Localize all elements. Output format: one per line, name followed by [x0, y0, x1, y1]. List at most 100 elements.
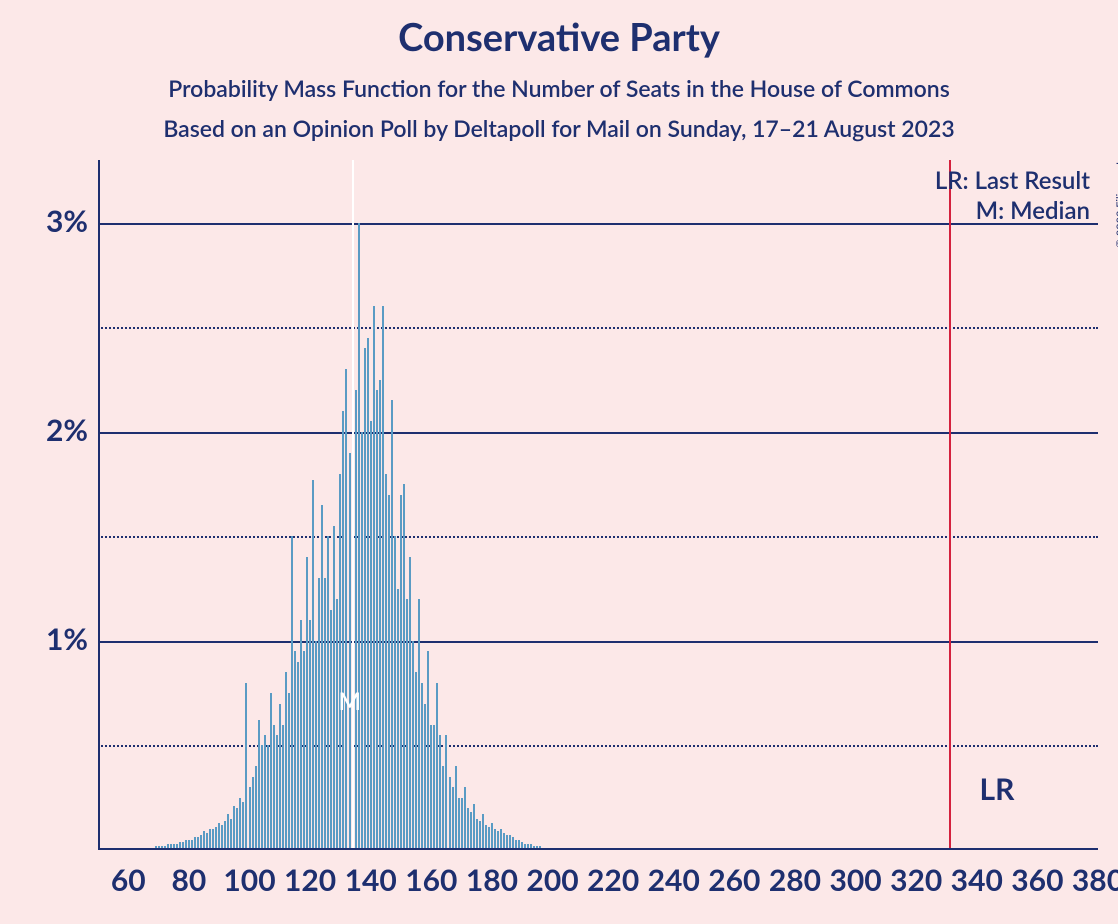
pmf-bar — [500, 829, 502, 850]
pmf-bar — [464, 787, 466, 850]
pmf-bar — [491, 823, 493, 850]
x-axis-label: 320 — [886, 862, 946, 898]
pmf-bar — [230, 819, 232, 850]
plot-area: MLRLR: Last ResultM: Median — [98, 160, 1098, 850]
legend-last-result: LR: Last Result — [935, 166, 1090, 195]
x-axis-label: 200 — [523, 862, 583, 898]
pmf-bar — [212, 829, 214, 850]
pmf-bar — [376, 390, 378, 850]
pmf-bar — [227, 814, 229, 850]
pmf-bar — [312, 480, 314, 850]
median-label: M — [339, 687, 362, 716]
chart-subtitle-2: Based on an Opinion Poll by Deltapoll fo… — [0, 114, 1118, 142]
pmf-bar — [470, 812, 472, 850]
pmf-bar — [270, 693, 272, 850]
x-axis-label: 340 — [947, 862, 1007, 898]
pmf-bar — [488, 827, 490, 850]
pmf-bar — [267, 745, 269, 850]
pmf-bar — [297, 662, 299, 850]
pmf-bar — [424, 704, 426, 850]
x-axis — [98, 848, 1098, 850]
pmf-bar — [427, 651, 429, 850]
pmf-bar — [367, 338, 369, 850]
pmf-bar — [400, 495, 402, 850]
pmf-bar — [249, 787, 251, 850]
pmf-bar — [245, 683, 247, 850]
pmf-bar — [306, 557, 308, 850]
pmf-bar — [349, 453, 351, 850]
pmf-bar — [406, 599, 408, 850]
y-axis-label: 1% — [46, 621, 88, 657]
pmf-bar — [385, 474, 387, 850]
pmf-bar — [494, 829, 496, 850]
pmf-bar — [467, 808, 469, 850]
y-axis-label: 3% — [46, 203, 88, 239]
chart-title: Conservative Party — [0, 0, 1118, 60]
pmf-bar — [342, 411, 344, 850]
pmf-bar — [321, 505, 323, 850]
x-axis-label: 140 — [341, 862, 401, 898]
pmf-bar — [397, 589, 399, 850]
pmf-bar — [264, 735, 266, 850]
pmf-bar — [436, 683, 438, 850]
pmf-bar — [355, 390, 357, 850]
pmf-bar — [421, 683, 423, 850]
pmf-bar — [415, 672, 417, 850]
pmf-bar — [309, 620, 311, 850]
x-axis-label: 120 — [280, 862, 340, 898]
legend-median: M: Median — [976, 196, 1090, 225]
y-axis-label: 2% — [46, 412, 88, 448]
pmf-bar — [255, 766, 257, 850]
pmf-bar — [479, 821, 481, 850]
pmf-bar — [218, 823, 220, 850]
x-axis-label: 160 — [401, 862, 461, 898]
pmf-bar — [409, 557, 411, 850]
pmf-bar — [294, 651, 296, 850]
pmf-bar — [476, 819, 478, 850]
pmf-bar — [285, 672, 287, 850]
pmf-bar — [364, 348, 366, 850]
median-line — [352, 160, 354, 850]
x-axis-label: 180 — [462, 862, 522, 898]
pmf-bar — [388, 495, 390, 850]
x-axis-label: 100 — [220, 862, 280, 898]
pmf-bar — [261, 745, 263, 850]
pmf-bar — [330, 610, 332, 850]
pmf-bar — [458, 798, 460, 850]
pmf-bar — [382, 306, 384, 850]
y-axis — [98, 160, 100, 850]
pmf-bar — [373, 306, 375, 850]
pmf-bar — [485, 825, 487, 850]
x-axis-label: 60 — [98, 862, 158, 898]
pmf-bar — [233, 806, 235, 850]
pmf-bar — [318, 578, 320, 850]
pmf-bar — [239, 798, 241, 850]
pmf-bar — [461, 798, 463, 850]
pmf-bar — [482, 814, 484, 850]
pmf-bar — [345, 369, 347, 850]
pmf-bar — [236, 808, 238, 850]
pmf-bar — [315, 641, 317, 850]
pmf-bar — [209, 829, 211, 850]
pmf-bar — [445, 735, 447, 850]
x-axis-label: 360 — [1007, 862, 1067, 898]
pmf-bar — [300, 620, 302, 850]
copyright-text: © 2023 Filip van Laenen — [1114, 130, 1118, 248]
pmf-bar — [224, 821, 226, 850]
x-axis-label: 260 — [704, 862, 764, 898]
x-axis-label: 80 — [159, 862, 219, 898]
pmf-bar — [412, 641, 414, 850]
pmf-bar — [452, 787, 454, 850]
pmf-bar — [379, 380, 381, 850]
pmf-bar — [221, 825, 223, 850]
pmf-bar — [242, 802, 244, 850]
pmf-bar — [455, 766, 457, 850]
pmf-bar — [442, 766, 444, 850]
pmf-bar — [276, 735, 278, 850]
pmf-bar — [333, 526, 335, 850]
pmf-bar — [361, 432, 363, 850]
pmf-bar — [403, 484, 405, 850]
pmf-bar — [358, 223, 360, 850]
pmf-bar — [279, 704, 281, 850]
pmf-bar — [258, 720, 260, 850]
